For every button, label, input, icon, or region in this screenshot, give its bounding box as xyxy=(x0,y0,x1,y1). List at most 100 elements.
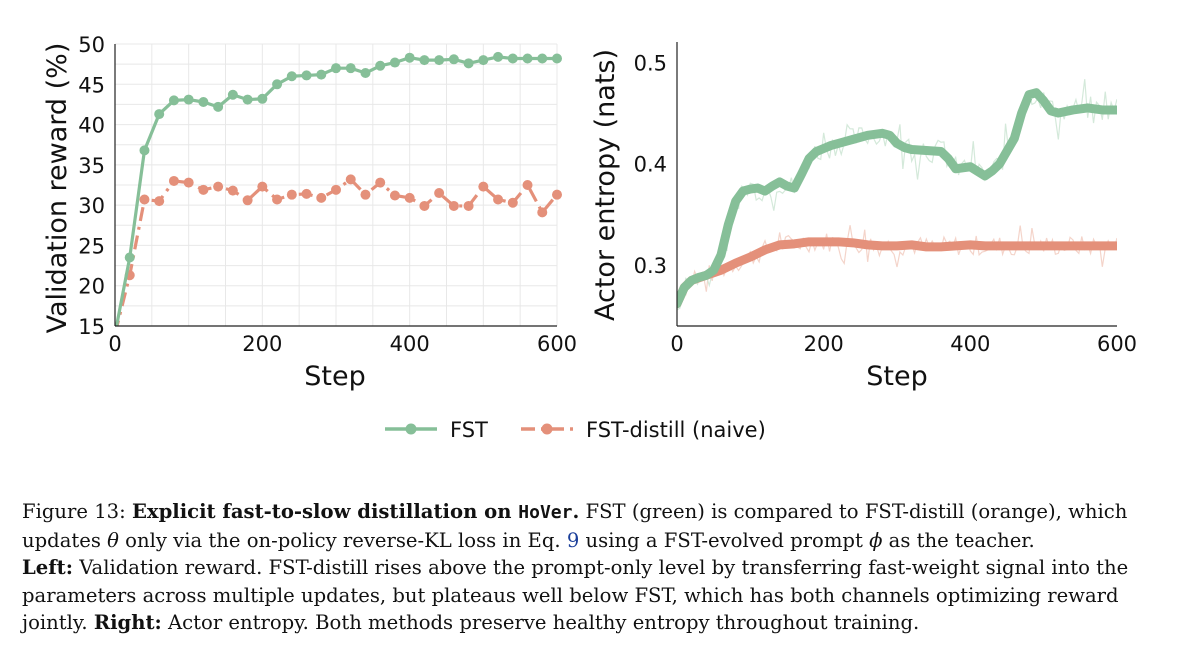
right-tick-labels: 0.3 0.4 0.5 0 200 400 600 xyxy=(634,51,1137,356)
right-entropy-chart: 0.3 0.4 0.5 0 200 400 600 Step Actor entropy (… xyxy=(590,42,1137,392)
left-distill-point xyxy=(198,184,209,195)
left-y-tick-label: 25 xyxy=(78,234,105,258)
right-y-tick-label: 0.3 xyxy=(634,254,667,278)
equation-link[interactable]: 9 xyxy=(566,528,580,552)
left-distill-point xyxy=(360,189,371,200)
left-distill-point xyxy=(434,188,445,199)
left-fst-point xyxy=(478,55,489,66)
right-series-clip-group xyxy=(677,79,1117,311)
left-x-tick-label: 0 xyxy=(108,332,121,356)
legend-distill-marker xyxy=(541,423,553,435)
left-fst-point xyxy=(227,89,238,100)
left-distill-point xyxy=(331,184,341,195)
right-x-axis-label: Step xyxy=(866,361,927,392)
legend-fst-label: FST xyxy=(450,418,488,442)
left-distill-point xyxy=(213,181,224,192)
left-fst-point xyxy=(301,70,312,81)
left-distill-point xyxy=(168,175,179,186)
right-x-tick-label: 0 xyxy=(670,332,683,356)
left-distill-point xyxy=(552,189,562,200)
left-x-tick-label: 600 xyxy=(537,332,577,356)
left-fst-point xyxy=(154,109,165,120)
left-distill-point xyxy=(154,196,165,207)
left-distill-point xyxy=(345,174,356,185)
left-distill-point xyxy=(463,200,474,211)
left-fst-point xyxy=(139,145,150,156)
left-y-tick-label: 15 xyxy=(78,315,105,339)
left-distill-point xyxy=(139,194,150,205)
right-y-axis-label: Actor entropy (nats) xyxy=(590,49,621,321)
left-x-tick-label: 200 xyxy=(242,332,282,356)
left-fst-point xyxy=(213,101,224,112)
left-fst-point xyxy=(124,252,135,263)
left-fst-point xyxy=(360,68,371,79)
right-distill-raw-line xyxy=(677,225,1117,306)
left-fst-point xyxy=(537,53,548,64)
right-fst-smoothed-line xyxy=(677,88,1117,309)
left-distill-point xyxy=(448,200,459,211)
left-distill-point xyxy=(522,180,533,190)
left-fst-point xyxy=(375,60,386,71)
left-fst-point xyxy=(522,53,533,64)
left-y-tick-label: 50 xyxy=(78,33,105,57)
left-distill-point xyxy=(389,190,400,201)
left-distill-point xyxy=(404,192,415,203)
left-fst-point xyxy=(198,97,209,108)
right-distill-smoothed-line xyxy=(677,237,1117,309)
left-y-tick-label: 35 xyxy=(78,154,105,178)
left-distill-point xyxy=(257,181,268,192)
left-x-tick-label: 400 xyxy=(390,332,430,356)
left-distill-point xyxy=(301,188,312,199)
left-distill-point xyxy=(537,207,548,218)
left-fst-point xyxy=(493,51,504,62)
phi-symbol: ϕ xyxy=(869,528,883,552)
left-distill-point xyxy=(272,194,283,205)
figure-13: 15 20 25 30 35 40 45 50 0 200 400 600 Step Validati… xyxy=(42,33,1137,442)
caption-title: Explicit fast-to-slow distillation on Ho… xyxy=(131,500,580,523)
left-label: Left: xyxy=(22,556,73,579)
left-fst-point xyxy=(168,95,179,106)
left-fst-point xyxy=(331,63,341,74)
figure-caption: Figure 13: Explicit fast-to-slow distill… xyxy=(22,500,1129,634)
left-fst-point xyxy=(507,53,518,64)
right-x-tick-label: 400 xyxy=(950,332,990,356)
left-fst-point xyxy=(552,53,562,64)
left-y-tick-label: 45 xyxy=(78,73,105,97)
legend-distill-label: FST-distill (naive) xyxy=(586,418,766,442)
left-y-tick-label: 40 xyxy=(78,114,105,138)
left-tick-labels: 15 20 25 30 35 40 45 50 0 200 400 600 xyxy=(78,33,577,356)
left-fst-point xyxy=(316,69,327,80)
right-y-tick-label: 0.4 xyxy=(634,153,667,177)
left-distill-point xyxy=(242,195,253,206)
left-series-clip-group xyxy=(115,51,562,326)
left-y-tick-label: 30 xyxy=(78,194,105,218)
left-fst-point xyxy=(272,79,283,90)
right-axes xyxy=(676,42,1117,327)
left-fst-point xyxy=(242,94,253,105)
left-distill-point xyxy=(507,197,518,208)
left-reward-chart: 15 20 25 30 35 40 45 50 0 200 400 600 Step Validati… xyxy=(42,33,577,392)
right-series xyxy=(677,79,1117,311)
right-x-tick-label: 600 xyxy=(1097,332,1137,356)
caption-prefix: Figure 13: xyxy=(22,500,132,523)
right-x-tick-label: 200 xyxy=(804,332,844,356)
left-y-tick-label: 20 xyxy=(78,275,105,299)
legend: FST FST-distill (naive) xyxy=(385,418,766,442)
right-label: Right: xyxy=(93,611,162,634)
left-fst-point xyxy=(345,63,356,74)
left-x-axis-label: Step xyxy=(304,361,365,392)
left-fst-point xyxy=(434,55,445,66)
left-distill-point xyxy=(493,194,504,205)
left-fst-point xyxy=(183,94,194,105)
left-distill-point xyxy=(419,200,430,211)
left-series xyxy=(115,51,562,326)
theta-symbol: θ xyxy=(107,528,119,552)
left-fst-point xyxy=(389,57,400,68)
left-fst-point xyxy=(257,93,268,104)
left-distill-point xyxy=(375,177,386,188)
right-y-tick-label: 0.5 xyxy=(634,51,667,75)
left-fst-point xyxy=(419,55,430,66)
left-distill-point xyxy=(286,189,297,200)
legend-fst-marker xyxy=(405,423,417,435)
left-fst-point xyxy=(448,54,459,65)
